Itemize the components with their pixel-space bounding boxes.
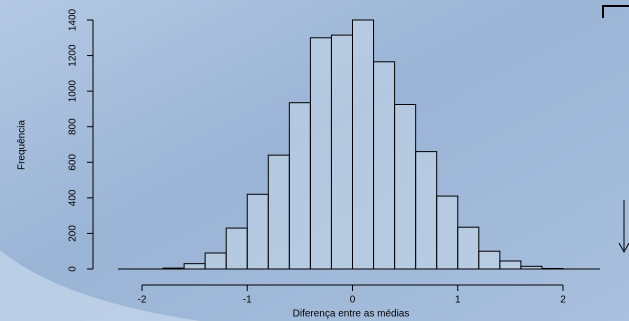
bar xyxy=(205,253,226,269)
x-tick-label: 0 xyxy=(350,295,356,306)
x-tick-label: 2 xyxy=(560,295,566,306)
chart: Frequência Diferença entre as médias 020… xyxy=(0,0,629,321)
bar xyxy=(268,155,289,269)
y-tick-label: 0 xyxy=(68,266,79,272)
bar xyxy=(395,104,416,269)
y-tick-label: 200 xyxy=(68,225,79,242)
bar xyxy=(310,38,331,269)
bar xyxy=(437,196,458,269)
y-tick-label: 1200 xyxy=(68,44,79,67)
bar xyxy=(542,268,563,269)
y-tick-label: 1000 xyxy=(68,80,79,103)
bar xyxy=(416,152,437,269)
bar xyxy=(500,261,521,269)
x-tick-label: -1 xyxy=(243,295,252,306)
bar xyxy=(374,62,395,269)
y-tick-label: 1400 xyxy=(68,8,79,31)
bar xyxy=(353,20,374,269)
y-axis-label: Frequência xyxy=(17,120,28,170)
bar xyxy=(184,264,205,269)
bar xyxy=(521,266,542,269)
bar xyxy=(247,194,268,269)
y-tick-label: 400 xyxy=(68,189,79,206)
y-tick-label: 600 xyxy=(68,154,79,171)
bar xyxy=(479,251,500,269)
bar xyxy=(331,35,352,269)
x-tick-label: -2 xyxy=(138,295,147,306)
bar xyxy=(163,268,184,269)
bar xyxy=(289,103,310,269)
x-axis-label: Diferença entre as médias xyxy=(293,309,410,320)
y-tick-label: 800 xyxy=(68,118,79,135)
x-tick-label: 1 xyxy=(455,295,461,306)
bar xyxy=(226,228,247,269)
bar xyxy=(458,227,479,269)
